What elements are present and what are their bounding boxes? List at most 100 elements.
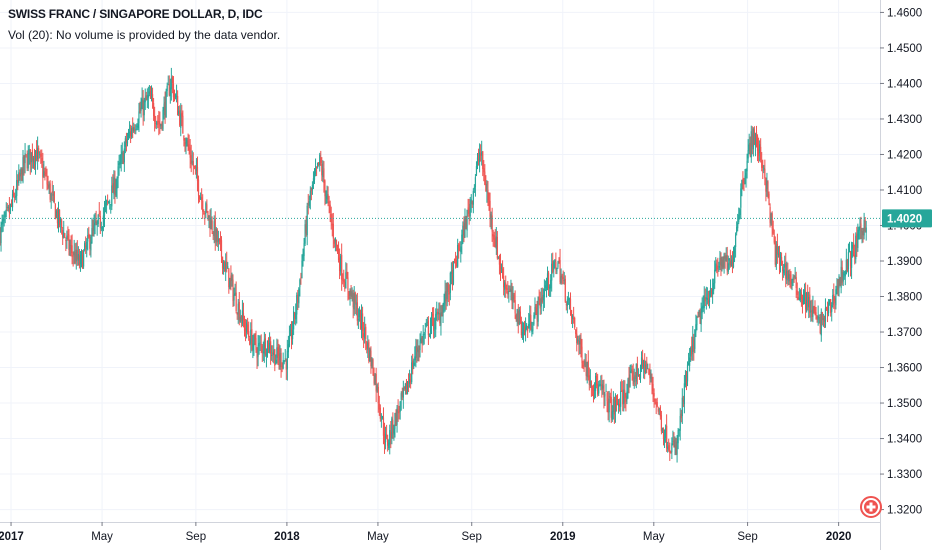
candle-body [303,243,305,257]
candle-body [114,179,116,196]
candle-body [660,415,663,432]
candle-body [424,328,426,332]
candle-body [566,299,568,306]
candle-body [77,253,79,261]
candle-body [486,191,488,193]
candle-body [650,377,652,379]
candle-body [729,260,731,266]
candle-body [276,347,278,358]
candle-body [730,259,733,267]
candle-body [350,290,352,296]
candle-body [816,317,818,318]
candle-body [370,350,372,367]
candle-body [794,275,796,278]
candle-body [254,334,256,340]
candle-body [561,275,563,278]
candle-body [53,191,55,203]
price-tick-label: 1.3500 [887,398,922,410]
candle-body [746,160,748,172]
candle-body [156,121,158,125]
candle-body [742,178,744,184]
candle-body [356,302,358,321]
candle-body [438,313,440,315]
candle-body [527,326,529,331]
candle-body [81,254,84,269]
candle-body [15,195,17,198]
candle-body [234,293,236,296]
candle-body [44,173,46,175]
candle-body [354,292,356,304]
candle-body [123,148,125,163]
candle-body [733,248,736,254]
candle-body [716,265,718,270]
candle-body [200,196,202,200]
candle-body [800,292,803,299]
candle-body [377,386,379,404]
candle-body [160,124,162,126]
candle-body [327,194,329,200]
candle-body [862,231,864,236]
candle-body [622,389,624,405]
candle-body [675,445,677,454]
candle-body [373,374,375,384]
candle-body [863,219,865,236]
candle-body [488,200,490,203]
candle-body [407,382,410,384]
candle-body [564,278,566,302]
candle-body [69,247,71,249]
candle-body [239,316,241,322]
candle-body [485,183,487,191]
candle-body [798,297,800,301]
candle-body [439,313,441,324]
candle-body [384,434,387,443]
candle-body [678,429,680,431]
candle-body [165,90,167,118]
candle-body [815,312,817,320]
price-tick-label: 1.3600 [887,363,922,375]
candle-body [845,259,847,275]
candle-body [93,224,95,232]
time-axis[interactable]: 2017 May Sep 2018 May Sep 2019 May Sep 2020 [0,522,880,550]
candle-body [202,200,204,212]
tradingview-logo-icon[interactable] [860,496,882,518]
candle-body [766,181,768,190]
candle-body [197,179,200,196]
candle-body [43,171,45,176]
candle-body [55,211,58,217]
candle-body [96,221,98,225]
candle-body [823,315,826,322]
candle-body [453,259,456,261]
candle-body [223,261,225,270]
candle-body [630,370,632,373]
candle-body [727,263,729,272]
price-axis[interactable]: 1.3200 1.3300 1.3400 1.3500 1.3600 1.3700 1.38… [880,0,932,550]
candle-body [30,152,32,163]
candle-body [212,232,214,235]
price-tick-label: 1.3300 [887,469,922,481]
candle-body [731,260,734,266]
candle-body [314,168,317,174]
candle-body [190,155,192,164]
candle-body [698,310,700,317]
candle-body [238,301,240,321]
candle-body [275,359,277,365]
candle-body [19,173,21,177]
candle-body [286,350,288,370]
candle-body [475,166,478,176]
candle-body [436,311,438,315]
candle-body [126,138,129,144]
candle-body [301,260,303,279]
candle-body [379,407,381,419]
candle-body [262,351,264,354]
candle-body [130,131,132,136]
candle-body [750,131,752,158]
candle-body [3,218,5,222]
candle-body [39,153,41,155]
candle-body [531,329,533,332]
candle-body [374,375,376,384]
candle-body [503,275,505,288]
candle-body [79,254,82,265]
candle-body [180,113,182,129]
candle-body [530,315,532,330]
